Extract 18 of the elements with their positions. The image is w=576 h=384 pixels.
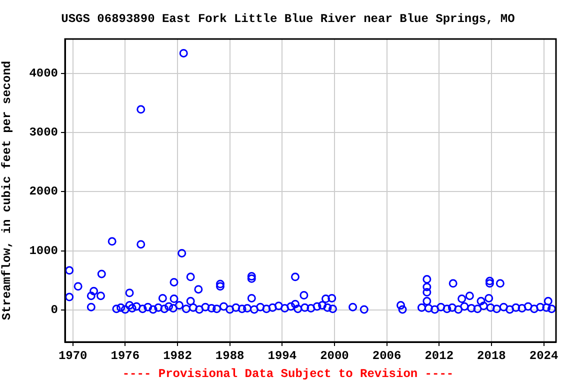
y-tick-label: 4000 — [29, 66, 58, 80]
y-axis-title: Streamflow, in cubic feet per second — [0, 60, 14, 320]
x-tick-label: 1994 — [268, 349, 297, 364]
y-tick-label: 1000 — [29, 244, 58, 258]
text: ---- Provisional Data Subject to Revision ---- — [121, 367, 455, 381]
x-tick-label: 1970 — [58, 349, 88, 364]
y-tick-label: 3000 — [29, 126, 58, 140]
x-tick-label: 2012 — [424, 349, 454, 364]
x-tick-label: 2006 — [372, 349, 402, 364]
x-tick-label: 2000 — [320, 349, 349, 364]
x-tick-label: 1988 — [215, 349, 244, 364]
x-tick-label: 2018 — [477, 349, 506, 364]
chart-title: USGS 06893890 East Fork Little Blue River near Blue Springs, MO — [60, 12, 516, 26]
x-tick-label: 1976 — [110, 349, 140, 364]
x-tick-label: 2024 — [529, 349, 558, 364]
y-tick-label: 0 — [50, 303, 58, 318]
x-tick-label: 1982 — [163, 349, 192, 364]
y-tick-label: 2000 — [29, 184, 58, 199]
